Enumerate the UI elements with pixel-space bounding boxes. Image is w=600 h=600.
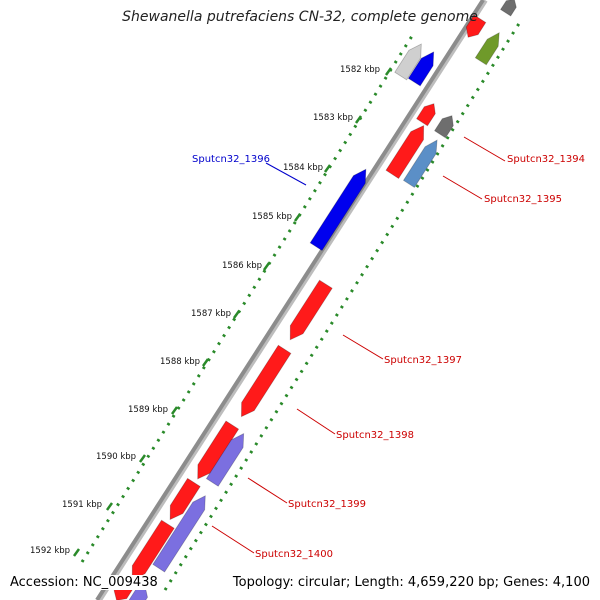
genome-backbone [95,0,485,600]
kbp-labels: 1582 kbp 1583 kbp 1584 kbp 1585 kbp 1586… [30,65,380,556]
kbp-label: 1591 kbp [62,500,102,510]
gene-label-sputcn32-1398[interactable]: Sputcn32_1398 [336,430,414,441]
label-leader-line [463,136,506,162]
kbp-label: 1590 kbp [96,452,136,462]
kbp-label: 1589 kbp [128,405,168,415]
gene-arrow-forward[interactable] [169,477,201,521]
gene-arrow-sputcn32-1396[interactable] [309,168,367,252]
label-leader-line [442,175,483,200]
gene-arrow-olive[interactable] [474,31,500,66]
gene-arrow-sputcn32-1399[interactable] [205,432,245,487]
gene-arrow-sputcn32-1400[interactable] [152,495,206,573]
gene-arrow-forward[interactable] [197,420,240,480]
label-leader-line [296,408,336,435]
kbp-label: 1585 kbp [252,212,292,222]
gene-arrow-forward[interactable] [465,14,487,38]
scale-tick-mark [293,213,302,222]
map-title: Shewanella putrefaciens CN-32, complete … [122,9,478,25]
gene-label-sputcn32-1397[interactable]: Sputcn32_1397 [384,355,462,366]
label-leader-line [211,525,255,554]
gene-label-sputcn32-1395[interactable]: Sputcn32_1395 [484,194,562,205]
gene-label-sputcn32-1399[interactable]: Sputcn32_1399 [288,499,366,510]
gene-label-sputcn32-1396[interactable]: Sputcn32_1396 [192,154,270,165]
accession-text: Accession: NC_009438 [8,575,160,590]
kbp-label: 1584 kbp [283,163,323,173]
gene-label-sputcn32-1400[interactable]: Sputcn32_1400 [255,549,333,560]
scale-tick-mark [262,262,271,271]
gene-arrow-sputcn32-1395[interactable] [402,139,438,188]
gene-arrow-sputcn32-1397[interactable] [289,279,333,341]
gene-arrow-forward[interactable] [416,103,436,127]
label-leader-lines [211,136,506,554]
outer-scale-dots [80,35,414,563]
gene-arrow-lavender[interactable] [128,587,148,600]
topology-text: Topology: circular; Length: 4,659,220 bp… [230,575,592,590]
scale-tick-mark [105,502,114,511]
kbp-label: 1588 kbp [160,357,200,367]
kbp-label: 1592 kbp [30,546,70,556]
kbp-label: 1587 kbp [191,309,231,319]
gene-track [113,0,517,600]
kbp-label: 1583 kbp [313,113,353,123]
inner-scale-dots [163,21,522,591]
gene-label-sputcn32-1394[interactable]: Sputcn32_1394 [507,154,585,165]
label-leader-line [247,477,288,504]
label-leader-line [342,334,384,360]
scale-tick-mark [72,548,81,557]
tick-marks [72,67,393,557]
gene-labels: Sputcn32_1396 Sputcn32_1394 Sputcn32_139… [192,154,585,560]
scale-tick-mark [323,164,332,173]
scale-tick-mark [138,454,147,463]
label-leader-line [265,162,307,186]
scale-tick-mark [232,310,241,319]
gene-arrow-silver[interactable] [394,43,422,81]
gene-arrow-forward[interactable] [385,124,425,180]
gene-arrow-blue[interactable] [407,51,435,87]
kbp-label: 1586 kbp [222,261,262,271]
kbp-label: 1582 kbp [340,65,380,75]
scale-tick-mark [384,67,393,76]
scale-tick-mark [354,115,363,124]
gene-arrow-gray[interactable] [500,0,517,17]
scale-tick-mark [170,406,179,415]
scale-tick-mark [201,358,210,367]
gene-arrow-sputcn32-1394[interactable] [434,115,454,139]
gene-arrow-sputcn32-1398[interactable] [240,344,292,418]
